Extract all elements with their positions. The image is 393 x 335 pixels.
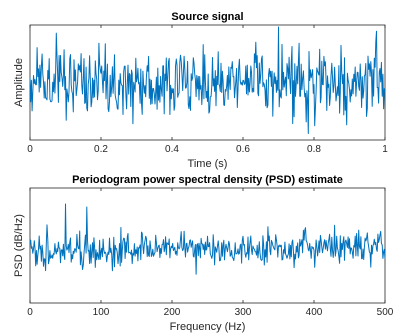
source-signal-xtick-label: 0.4 bbox=[165, 144, 179, 155]
psd-xlabel: Frequency (Hz) bbox=[170, 321, 246, 333]
psd-xtick-label: 0 bbox=[27, 307, 33, 318]
source-signal-xtick-label: 0.6 bbox=[236, 144, 250, 155]
source-signal-ylabel: Amplitude bbox=[13, 58, 25, 107]
psd-trace bbox=[29, 203, 386, 275]
source-signal-xtick-label: 0 bbox=[27, 144, 33, 155]
source-signal-axes: Source signal Time (s) Amplitude 0 0.2 0.4… bbox=[13, 11, 388, 170]
source-signal-series bbox=[29, 26, 386, 134]
psd-xtick-label: 500 bbox=[377, 307, 393, 318]
psd-ylabel: PSD (dB/Hz) bbox=[13, 214, 25, 277]
psd-xtick-label: 100 bbox=[93, 307, 110, 318]
source-signal-xticks: 0 0.2 0.4 0.6 0.8 1 bbox=[27, 25, 388, 155]
psd-xticks: 0 100 200 300 400 500 bbox=[27, 188, 393, 318]
source-signal-xtick-label: 1 bbox=[382, 144, 388, 155]
psd-series bbox=[29, 203, 386, 275]
source-signal-title: Source signal bbox=[171, 11, 243, 23]
source-signal-xtick-label: 0.8 bbox=[307, 144, 321, 155]
psd-xtick-label: 200 bbox=[164, 307, 181, 318]
source-signal-xtick-label: 0.2 bbox=[94, 144, 108, 155]
psd-xtick-label: 400 bbox=[306, 307, 323, 318]
psd-xtick-label: 300 bbox=[235, 307, 252, 318]
source-signal-xlabel: Time (s) bbox=[188, 158, 228, 170]
psd-title: Periodogram power spectral density (PSD)… bbox=[72, 174, 343, 186]
psd-axes: Periodogram power spectral density (PSD)… bbox=[13, 174, 393, 333]
source-signal-trace bbox=[29, 26, 386, 134]
